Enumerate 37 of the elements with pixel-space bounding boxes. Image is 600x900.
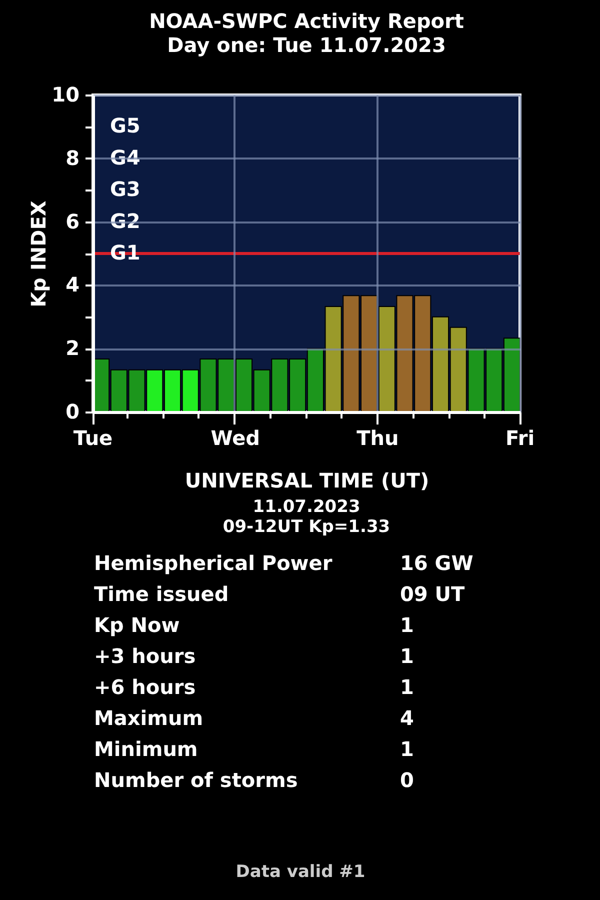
y-tick-label: 2 [66,336,80,360]
y-tick-label: 10 [52,82,80,106]
text: Kp Now [94,613,180,637]
annotation: G2 [110,208,140,233]
text: 1 [400,613,414,637]
text: Hemispherical Power [94,551,332,575]
text: Data valid #1 [236,862,366,882]
text: 16 GW [400,551,474,575]
y-tick-label: 0 [66,400,80,424]
chart-title: NOAA-SWPC Activity Report [149,9,464,33]
text: 1 [400,737,414,761]
text: Tue [73,426,113,450]
y-tick-label: 8 [66,146,80,170]
annotation: G4 [110,145,140,170]
text: 09-12UT Kp=1.33 [222,517,390,537]
text: Number of storms [94,768,298,792]
chart-subtitle: Day one: Tue 11.07.2023 [167,33,446,57]
y-tick-label: 4 [66,272,80,297]
text: Wed [210,426,260,450]
text: 1 [400,675,414,699]
text: Maximum [94,706,204,730]
text: 11.07.2023 [252,497,360,517]
annotation: G3 [110,177,140,202]
text: 09 UT [400,582,466,606]
text: 0 [400,768,414,792]
text: Fri [505,426,535,450]
y-axis-title: Kp INDEX [26,200,51,308]
text: Time issued [94,582,229,606]
text: 1 [400,644,414,668]
text: Thu [356,426,399,450]
text: Minimum [94,737,198,761]
annotation: G5 [110,114,140,138]
y-tick-label: 6 [66,209,80,234]
x-axis-title: UNIVERSAL TIME (UT) [184,468,430,492]
text: 4 [400,706,414,730]
text: +6 hours [94,675,196,699]
text: +3 hours [94,644,196,668]
